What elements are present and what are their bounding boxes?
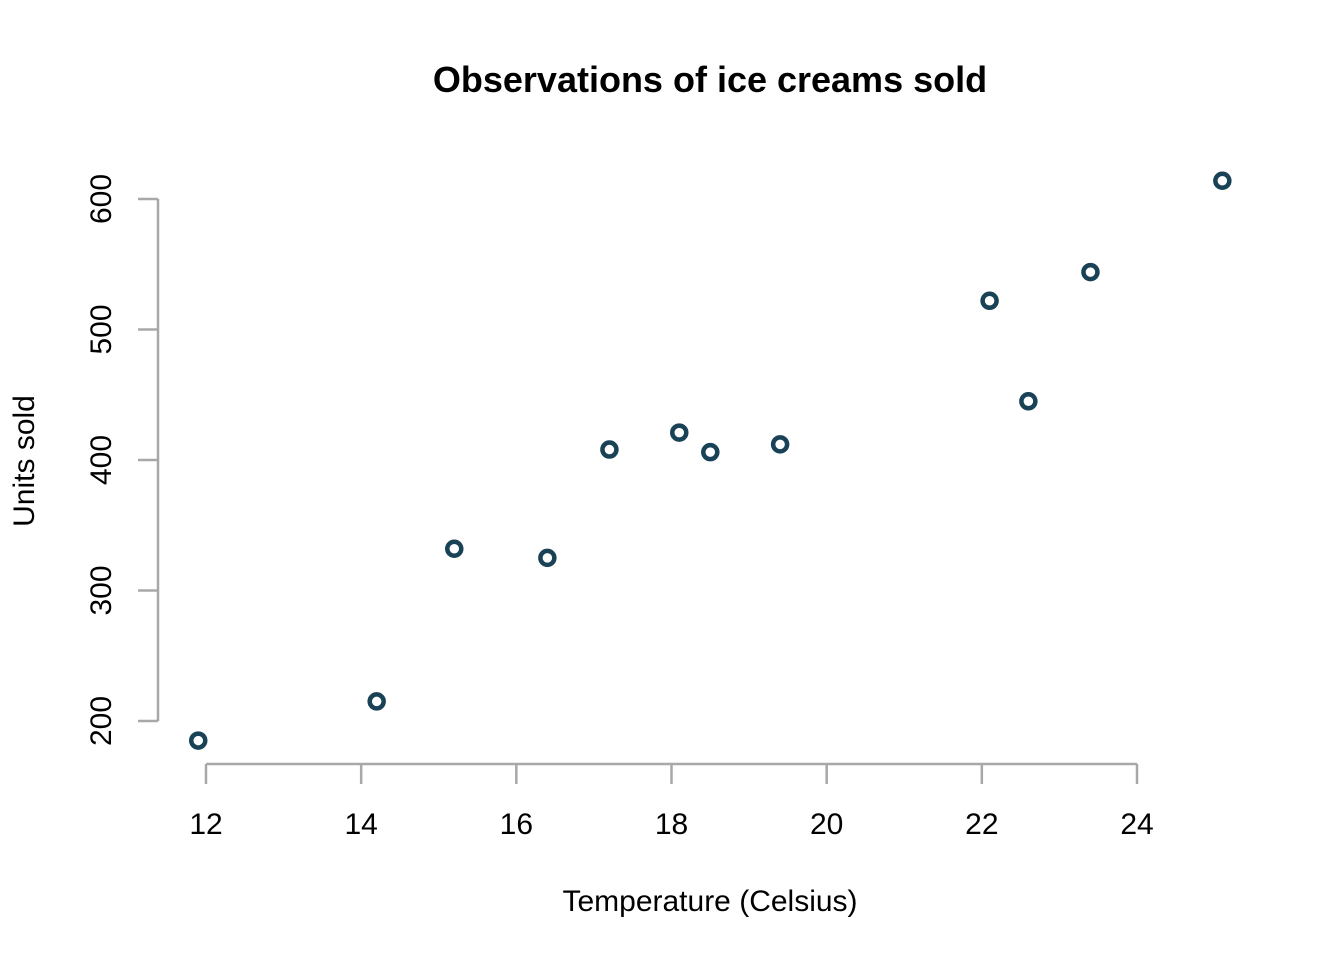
- x-axis-label: Temperature (Celsius): [562, 885, 857, 918]
- x-tick-label: 18: [655, 808, 688, 841]
- y-tick-label: 400: [85, 435, 118, 485]
- x-tick-label: 16: [500, 808, 533, 841]
- data-point: [445, 539, 464, 558]
- data-points: [188, 171, 1232, 750]
- data-point: [670, 423, 689, 442]
- y-tick-label: 600: [85, 174, 118, 224]
- x-tick-label: 24: [1120, 808, 1153, 841]
- data-point: [701, 442, 720, 462]
- data-point: [980, 291, 999, 311]
- y-axis-label: Units sold: [8, 395, 41, 527]
- y-tick-label: 200: [85, 696, 118, 746]
- x-tick-label: 12: [189, 808, 222, 841]
- y-axis: 200 300 400 500 600: [85, 174, 160, 746]
- data-point: [1081, 262, 1100, 282]
- data-point: [1213, 171, 1232, 190]
- y-tick-label: 300: [85, 565, 118, 615]
- x-axis: 12 14 16 18 20 22 24: [189, 762, 1154, 841]
- data-point: [600, 440, 619, 459]
- chart-title: Observations of ice creams sold: [433, 59, 987, 100]
- data-point: [367, 692, 386, 711]
- data-point: [1019, 392, 1038, 411]
- data-point: [538, 548, 557, 568]
- y-tick-label: 500: [85, 304, 118, 354]
- x-tick-label: 14: [344, 808, 377, 841]
- x-tick-label: 22: [965, 808, 998, 841]
- data-point: [188, 731, 208, 750]
- data-point: [770, 435, 790, 454]
- x-tick-label: 20: [810, 808, 843, 841]
